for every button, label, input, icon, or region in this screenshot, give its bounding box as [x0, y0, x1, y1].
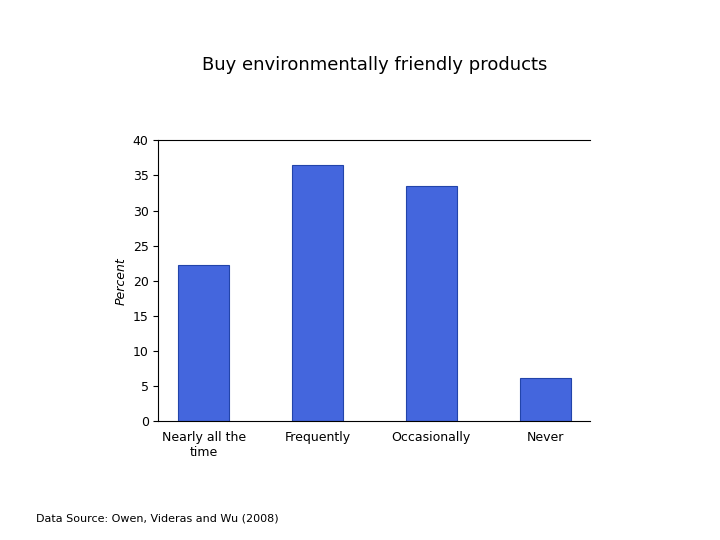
Bar — [178, 265, 229, 421]
Y-axis label: Percent: Percent — [114, 257, 127, 305]
Bar — [520, 377, 571, 421]
Text: Buy environmentally friendly products: Buy environmentally friendly products — [202, 56, 547, 74]
Bar — [292, 165, 343, 421]
Bar — [405, 186, 457, 421]
Text: Data Source: Owen, Videras and Wu (2008): Data Source: Owen, Videras and Wu (2008) — [36, 514, 279, 524]
